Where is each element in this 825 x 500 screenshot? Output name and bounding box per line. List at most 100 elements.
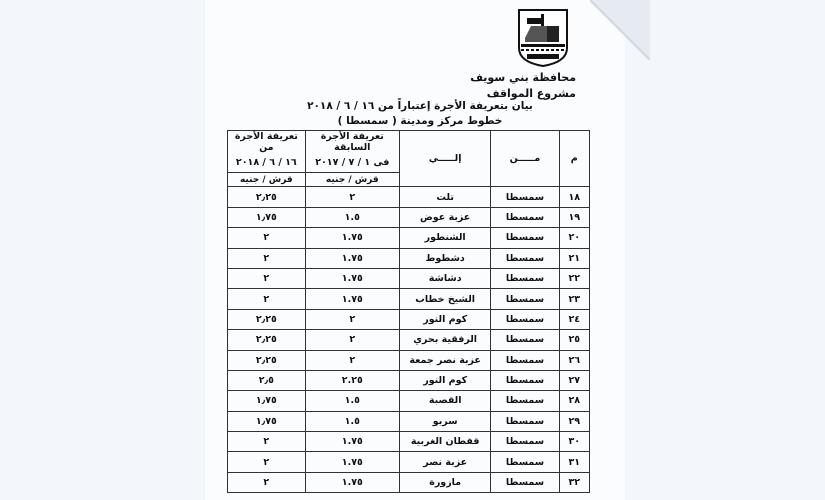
cell-to: الرفقية بحري [398,329,492,351]
cell-m: ٢٤ [558,308,591,331]
cell-old: ١.٧٥ [304,431,400,453]
cell-from: سمسطا [490,410,560,433]
cell-old: ١.٧٥ [304,471,400,494]
table-row: ٣٠ سمسطا قفطان الغربية ١.٧٥ ٢ [227,431,591,453]
col-header-new-date: ١٦ / ٦ / ٢٠١٨ [227,153,306,174]
page-fold [590,0,650,60]
cell-to: دشاشة [398,267,492,290]
cell-from: سمسطا [490,267,560,290]
table-row: ٢١ سمسطا دشطوط ١.٧٥ ٢ [227,247,591,269]
cell-new: ٢٫٢٥ [227,349,306,371]
cell-old: ١.٧٥ [304,227,400,249]
cell-to: قفطان الغربية [398,431,492,453]
cell-new: ٢ [227,267,306,290]
col-unit-new: قرش / جنيه [227,172,306,188]
cell-to: سربو [398,410,492,433]
cell-new: ٢ [227,471,306,494]
table-row: ٣٢ سمسطا مازورة ١.٧٥ ٢ [227,471,591,494]
table-row: ٣١ سمسطا عزبة نصر ١.٧٥ ٢ [227,451,591,473]
cell-old: ٢ [304,329,400,351]
cell-from: سمسطا [490,227,560,249]
cell-new: ١٫٧٥ [227,206,306,229]
cell-m: ٣٢ [558,471,591,494]
cell-from: سمسطا [490,288,560,310]
cell-old: ١.٧٥ [304,247,400,269]
table-row: ٢٤ سمسطا كوم النور ٢ ٢٫٢٥ [227,308,591,331]
cell-old: ٢ [304,308,400,331]
fare-table: م مـــــن إلـــــي تعريفة الأجرة السابقة… [227,129,591,494]
cell-from: سمسطا [490,451,560,473]
cell-m: ٢٦ [558,349,591,371]
project-name: مشروع المواقف [486,87,576,100]
col-header-m: م [558,129,591,188]
cell-m: ١٨ [558,186,591,208]
cell-old: ١.٥ [304,410,400,433]
cell-new: ٢ [227,288,306,310]
cell-new: ٢ [227,431,306,453]
cell-new: ٢٫٢٥ [227,329,306,351]
cell-old: ٢.٢٥ [304,369,400,392]
table-row: ٢٦ سمسطا عزبة نصر جمعة ٢ ٢٫٢٥ [227,349,591,371]
cell-from: سمسطا [490,369,560,392]
col-header-from: مـــــن [490,129,560,188]
cell-m: ٢٩ [558,410,591,433]
governorate-name: محافظة بني سويف [470,71,576,84]
cell-from: سمسطا [490,206,560,229]
col-unit-old: قرش / جنيه [304,172,400,188]
cell-from: سمسطا [490,390,560,412]
cell-m: ٢٣ [558,288,591,310]
table-row: ٢٥ سمسطا الرفقية بحري ٢ ٢٫٢٥ [227,329,591,351]
cell-from: سمسطا [490,471,560,494]
cell-new: ٢ [227,227,306,249]
cell-old: ١.٧٥ [304,288,400,310]
cell-new: ٢٫٥ [227,369,306,392]
table-row: ٢٩ سمسطا سربو ١.٥ ١٫٧٥ [227,410,591,433]
cell-m: ١٩ [558,206,591,229]
cell-m: ٢٥ [558,329,591,351]
table-row: ٢٢ سمسطا دشاشة ١.٧٥ ٢ [227,267,591,290]
cell-from: سمسطا [490,308,560,331]
cell-m: ٣١ [558,451,591,473]
cell-new: ٢ [227,247,306,269]
cell-m: ٢٧ [558,369,591,392]
cell-to: الشيخ خطاب [398,288,492,310]
cell-to: عزبة عوض [398,206,492,229]
col-header-old-date: فى ١ / ٧ / ٢٠١٧ [304,153,400,174]
table-row: ٢٣ سمسطا الشيخ خطاب ١.٧٥ ٢ [227,288,591,310]
cell-to: عزبة نصر جمعة [398,349,492,371]
cell-new: ١٫٧٥ [227,390,306,412]
cell-m: ٣٠ [558,431,591,453]
cell-new: ٢ [227,451,306,473]
cell-m: ٢٨ [558,390,591,412]
cell-to: كوم النور [398,308,492,331]
table-row: ٢٨ سمسطا القصبة ١.٥ ١٫٧٥ [227,390,591,412]
cell-from: سمسطا [490,329,560,351]
cell-from: سمسطا [490,186,560,208]
cell-m: ٢٠ [558,227,591,249]
table-row: ١٩ سمسطا عزبة عوض ١.٥ ١٫٧٥ [227,206,591,229]
governorate-header: محافظة بني سويف مشروع المواقف [470,70,576,102]
cell-to: تلت [398,186,492,208]
col-header-new-fare: تعريفة الأجرة من [227,130,306,153]
table-row: ٢٧ سمسطا كوم النور ٢.٢٥ ٢٫٥ [227,369,591,392]
cell-old: ١.٥ [304,206,400,229]
cell-to: دشطوط [398,247,492,269]
cell-to: كوم النور [398,369,492,392]
col-header-to: إلـــــي [398,129,492,188]
cell-old: ٢ [304,186,400,208]
cell-from: سمسطا [490,431,560,453]
cell-m: ٢٢ [558,267,591,290]
cell-new: ٢٫٢٥ [227,308,306,331]
cell-old: ١.٧٥ [304,451,400,473]
cell-old: ١.٧٥ [304,267,400,290]
cell-to: القصبة [398,390,492,412]
cell-from: سمسطا [490,349,560,371]
document-subtitle: خطوط مركز ومدينة ( سمسطا ) [337,115,503,127]
col-header-old-fare: تعريفة الأجرة السابقة [304,130,400,153]
cell-new: ١٫٧٥ [227,410,306,433]
cell-new: ٢٫٢٥ [227,186,306,208]
table-row: ٢٠ سمسطا الشنطور ١.٧٥ ٢ [227,227,591,249]
governorate-logo [518,9,568,68]
cell-m: ٢١ [558,247,591,269]
cell-to: مازورة [398,471,492,494]
